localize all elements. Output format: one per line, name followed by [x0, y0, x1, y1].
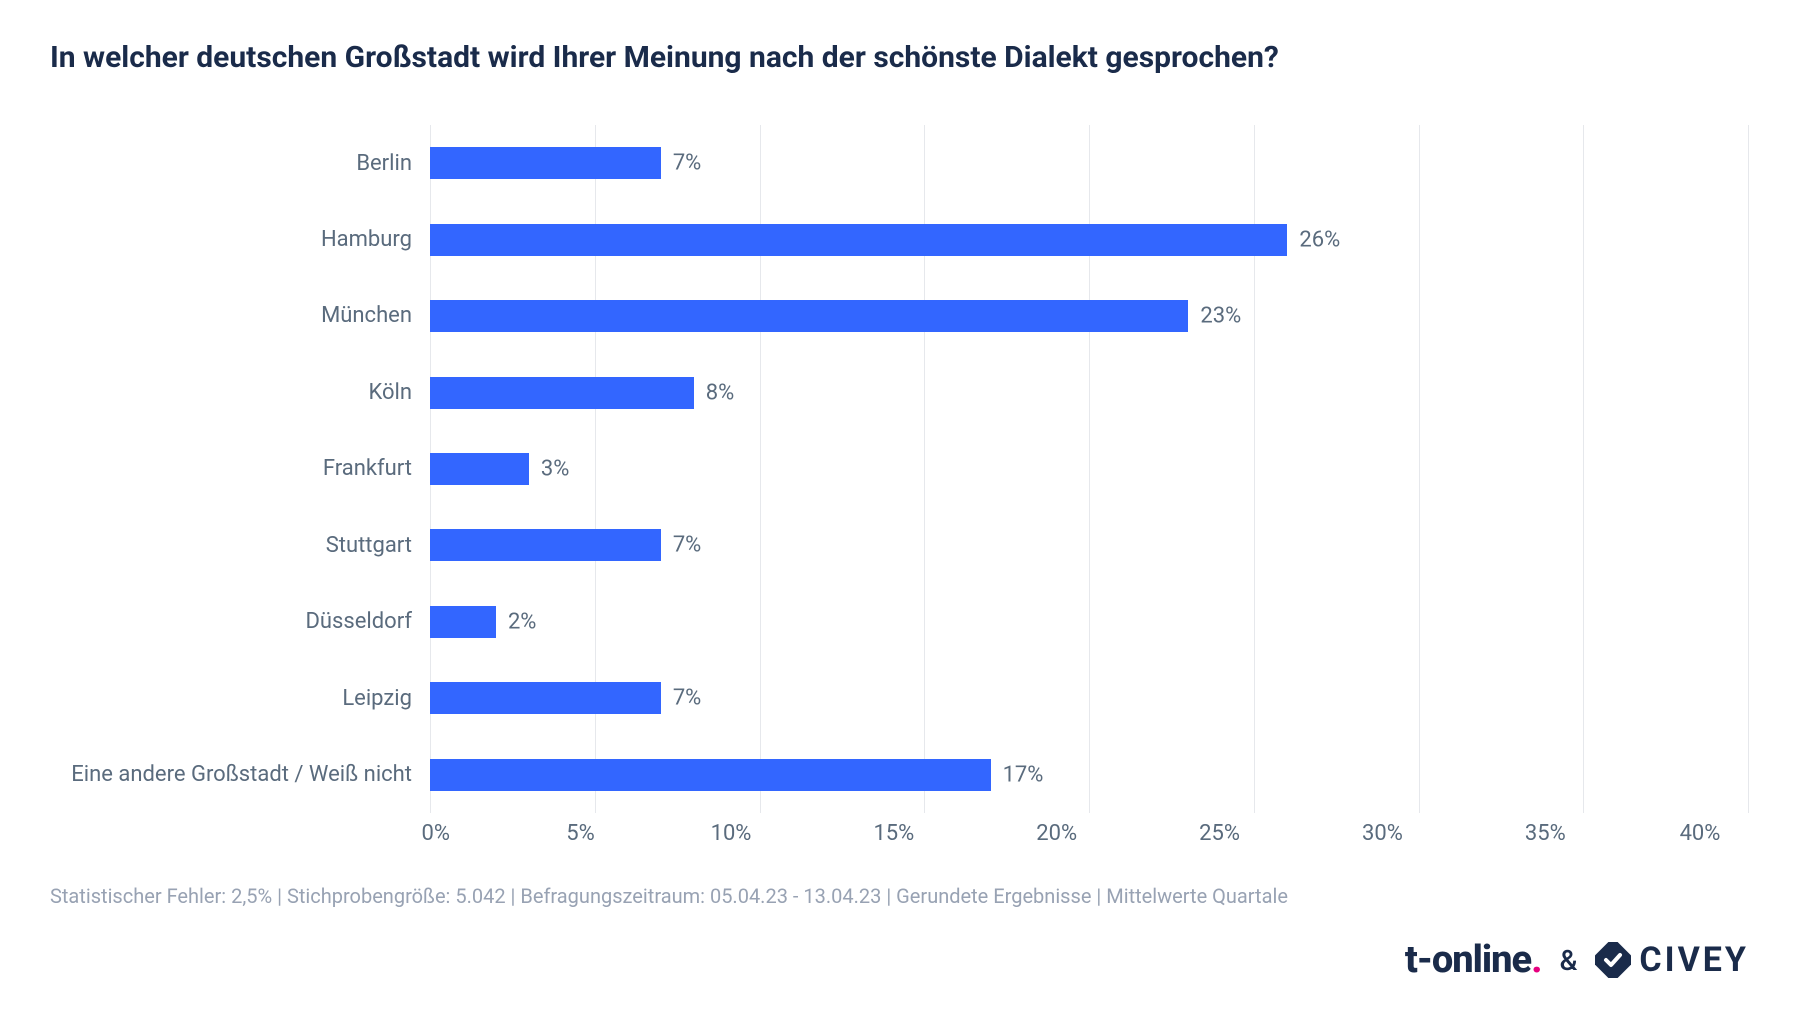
category-label: Köln — [368, 380, 412, 405]
category-label: Hamburg — [321, 227, 412, 252]
bar-value-label: 8% — [706, 380, 734, 405]
x-tick-label: 10% — [711, 821, 752, 846]
category-labels-column: Berlin Hamburg München Köln Frankfurt Stuttga… — [50, 125, 430, 813]
plot-area: Berlin Hamburg München Köln Frankfurt Stuttga… — [50, 125, 1749, 813]
bar-row: 7% — [430, 660, 1749, 736]
category-row: Berlin — [50, 125, 430, 201]
category-label: Leipzig — [342, 686, 412, 711]
civey-logo-icon — [1595, 942, 1631, 978]
category-label: Frankfurt — [323, 456, 412, 481]
category-label: Eine andere Großstadt / Weiß nicht — [71, 762, 412, 787]
category-row: Köln — [50, 354, 430, 430]
bars-rows: 7% 26% 23% 8% 3% 7% 2% 7% 17% — [430, 125, 1749, 813]
footer: t-online. & CIVEY — [50, 938, 1749, 982]
bar: 17% — [430, 759, 991, 791]
bar-value-label: 2% — [508, 609, 536, 634]
bar-row: 2% — [430, 584, 1749, 660]
bar: 7% — [430, 529, 661, 561]
category-row: Eine andere Großstadt / Weiß nicht — [50, 737, 430, 813]
x-tick-label: 40% — [1680, 821, 1721, 846]
bar: 2% — [430, 606, 496, 638]
bar: 3% — [430, 453, 529, 485]
chart-container: In welcher deutschen Großstadt wird Ihre… — [0, 0, 1799, 1012]
bar: 7% — [430, 682, 661, 714]
x-axis-ticks: 0%5%10%15%20%25%30%35%40% — [430, 821, 1749, 846]
chart-title: In welcher deutschen Großstadt wird Ihre… — [50, 40, 1749, 75]
category-row: Frankfurt — [50, 431, 430, 507]
bar: 7% — [430, 147, 661, 179]
bar-value-label: 3% — [541, 456, 569, 481]
brand-civey-text: CIVEY — [1639, 940, 1749, 980]
bar-row: 7% — [430, 125, 1749, 201]
bar-row: 7% — [430, 507, 1749, 583]
x-tick-label: 0% — [421, 821, 449, 846]
category-row: Düsseldorf — [50, 584, 430, 660]
bar-row: 8% — [430, 354, 1749, 430]
x-tick-label: 30% — [1362, 821, 1403, 846]
bar: 26% — [430, 224, 1287, 256]
bar-value-label: 7% — [673, 151, 701, 176]
bar-value-label: 17% — [1003, 762, 1044, 787]
x-axis-spacer — [50, 821, 430, 846]
brand-tonline-text: t-online — [1405, 938, 1531, 982]
bars-column: 7% 26% 23% 8% 3% 7% 2% 7% 17% — [430, 125, 1749, 813]
category-row: Leipzig — [50, 660, 430, 736]
category-label: Berlin — [356, 151, 412, 176]
bar-row: 26% — [430, 201, 1749, 277]
category-label: Düsseldorf — [305, 609, 412, 634]
category-row: München — [50, 278, 430, 354]
x-tick-label: 5% — [566, 821, 594, 846]
x-tick-label: 20% — [1036, 821, 1077, 846]
category-row: Hamburg — [50, 201, 430, 277]
bar-row: 17% — [430, 737, 1749, 813]
x-tick-label: 25% — [1199, 821, 1240, 846]
bar-row: 3% — [430, 431, 1749, 507]
bar-value-label: 23% — [1200, 304, 1241, 329]
bar-row: 23% — [430, 278, 1749, 354]
x-tick-label: 15% — [873, 821, 914, 846]
category-label: Stuttgart — [326, 533, 412, 558]
brand-civey: CIVEY — [1595, 940, 1749, 980]
category-row: Stuttgart — [50, 507, 430, 583]
bar: 8% — [430, 377, 694, 409]
footnote: Statistischer Fehler: 2,5% | Stichproben… — [50, 884, 1749, 908]
brand-amp: & — [1559, 944, 1577, 977]
bar-value-label: 7% — [673, 533, 701, 558]
brand-tonline-dot-icon: . — [1531, 938, 1541, 982]
x-axis: 0% 5% 10% 15% 20% 25% 30% 35% 40% — [50, 821, 1749, 846]
category-label: München — [321, 303, 412, 328]
chart-area: Berlin Hamburg München Köln Frankfurt Stuttga… — [50, 125, 1749, 846]
brand-tonline: t-online. — [1405, 938, 1542, 982]
bar-value-label: 7% — [673, 686, 701, 711]
x-tick-label: 35% — [1525, 821, 1566, 846]
bar-value-label: 26% — [1299, 227, 1340, 252]
bar: 23% — [430, 300, 1188, 332]
